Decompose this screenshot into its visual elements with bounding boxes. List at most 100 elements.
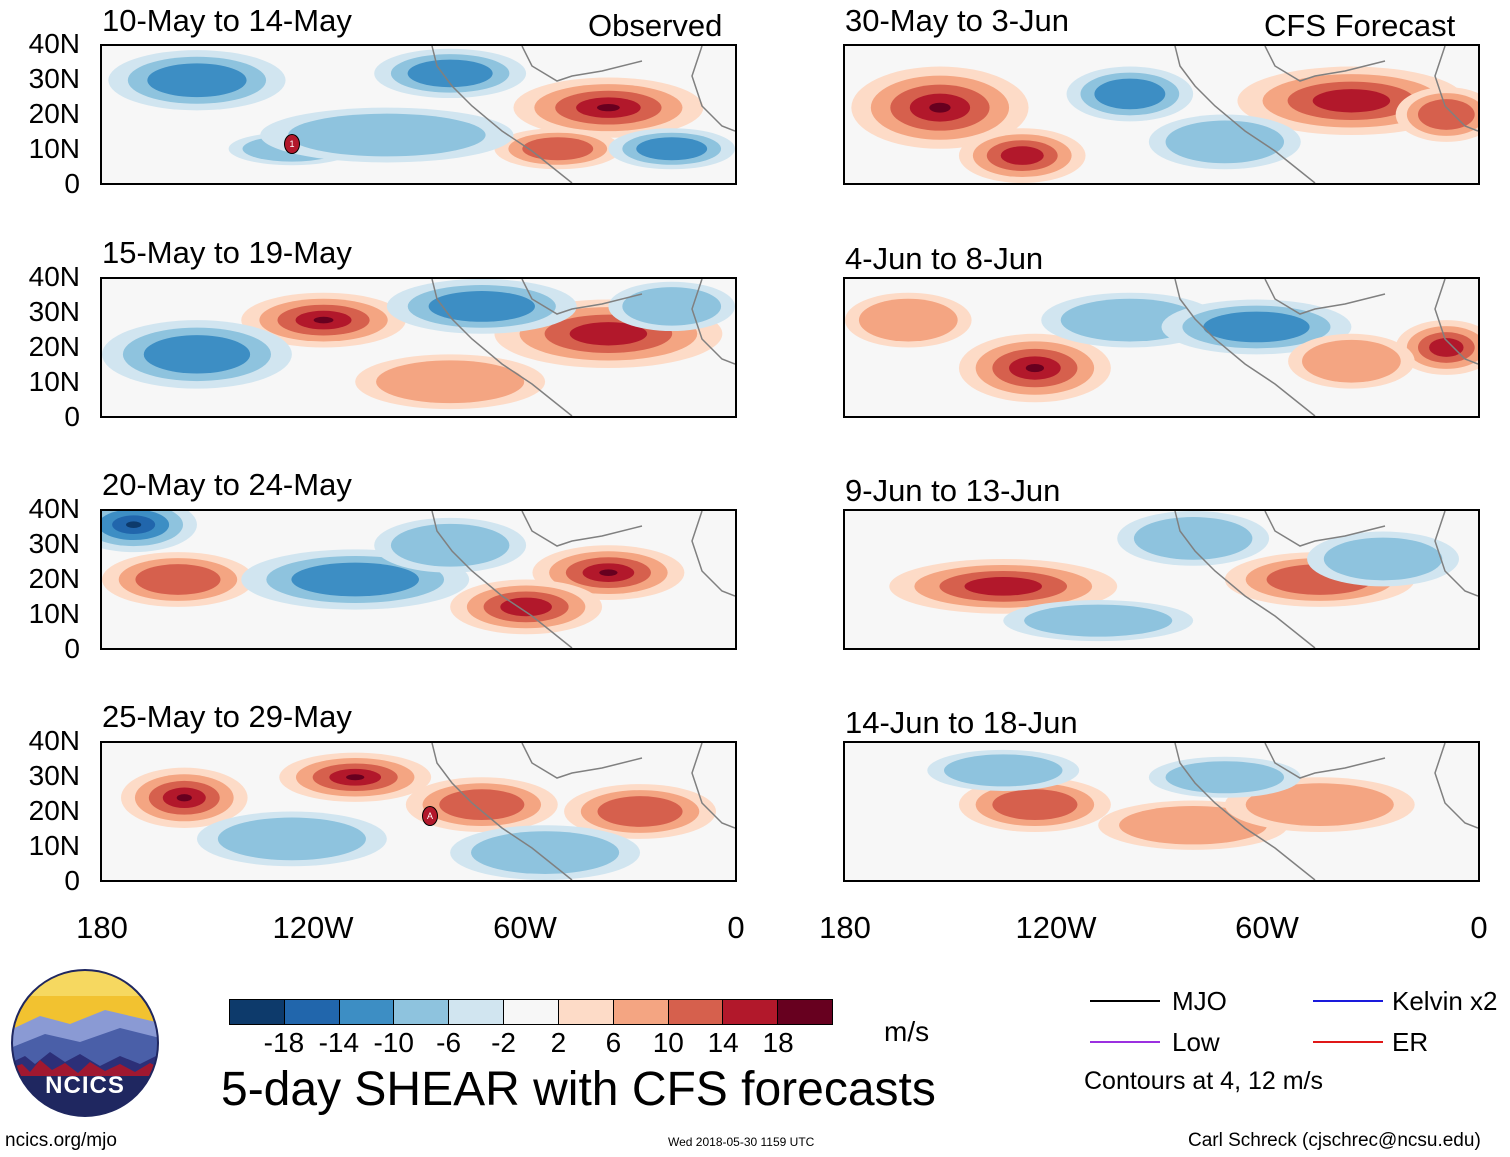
colorbar-swatch-5 [504,1000,559,1024]
colorbar-label-4: -2 [491,1027,516,1058]
cfs-forecast-label: CFS Forecast [1264,8,1456,43]
legend-label-low: Low [1172,1027,1220,1057]
ytick-row2-3: 10N [28,366,80,397]
map-panel-obs-3 [100,509,737,650]
colorbar-swatch-7 [613,1000,669,1024]
storm-marker-1: 1 [284,134,300,154]
xtick-left-60w: 60W [493,910,557,945]
colorbar-swatch-2 [339,1000,395,1024]
ytick-row2-4: 0 [64,401,80,432]
coastline [1174,279,1478,416]
shear-anomaly-blob [390,523,510,567]
coastline [1174,743,1478,880]
colorbar-label-7: 10 [652,1027,684,1058]
shear-anomaly-blob [147,63,247,98]
storm-marker-a: A [422,806,438,826]
colorbar-swatch-3 [394,1000,450,1024]
legend-line-er [1313,1041,1383,1043]
legend-line-low [1090,1041,1160,1043]
coastline [1174,46,1478,183]
colorbar-label-9: 18 [762,1027,794,1058]
observed-label: Observed [588,8,723,43]
xtick-right-0: 0 [1470,910,1488,945]
shear-anomaly-blob [1245,783,1394,827]
legend-label-er: ER [1392,1027,1429,1057]
coastline [431,743,735,880]
legend-note: Contours at 4, 12 m/s [1084,1067,1324,1095]
shear-anomaly-blob [1000,146,1044,165]
ytick-row4-1: 30N [28,760,80,791]
coastline [431,46,735,183]
ytick-row2-1: 30N [28,296,80,327]
shear-anomaly-blob [428,291,535,322]
colorbar-label-8: 14 [707,1027,739,1058]
shear-anomaly-blob [858,298,958,342]
legend-line-mjo [1090,1000,1160,1002]
panel-title-obs-3: 20-May to 24-May [102,467,352,502]
shear-anomaly-blob [636,137,708,161]
xtick-right-180: 180 [819,910,871,945]
coastline [431,511,735,648]
map-panel-fc-3 [843,509,1480,650]
colorbar-label-3: -6 [436,1027,462,1058]
shear-anomaly-blob [143,335,251,374]
colorbar-swatch-10 [778,1000,832,1024]
colorbar-swatch-8 [668,1000,724,1024]
ytick-row4-4: 0 [64,865,80,896]
footer-timestamp: Wed 2018-05-30 1159 UTC [668,1135,815,1149]
main-title: 5-day SHEAR with CFS forecasts [221,1063,936,1116]
colorbar-swatch-0 [230,1000,285,1024]
colorbar-label-6: 6 [605,1027,622,1058]
panel-title-fc-3: 9-Jun to 13-Jun [845,473,1061,508]
colorbar-label-5: 2 [550,1027,567,1058]
shear-anomaly-blob [1429,338,1464,357]
xtick-left-180: 180 [76,910,128,945]
shear-anomaly-blob [1417,99,1475,130]
colorbar-label-0: -18 [263,1027,305,1058]
shear-anomaly-blob [376,360,525,404]
ytick-row4-2: 20N [28,795,80,826]
ytick-row1-1: 30N [28,63,80,94]
shear-anomaly-blob [569,322,648,346]
shear-anomaly-blob [929,102,951,113]
colorbar-swatch-4 [449,1000,505,1024]
shear-anomaly-blob [992,789,1078,820]
ytick-row1-2: 20N [28,98,80,129]
ytick-row3-1: 30N [28,528,80,559]
ytick-row3-3: 10N [28,598,80,629]
shear-anomaly-blob [288,113,486,157]
shear-anomaly-blob [1094,78,1166,110]
ytick-row3-4: 0 [64,633,80,664]
xtick-left-0: 0 [727,910,745,945]
ytick-row1-3: 10N [28,133,80,164]
map-panel-fc-4 [843,741,1480,882]
ncics-logo: NCICS [10,968,160,1118]
xtick-right-60w: 60W [1235,910,1299,945]
shear-anomaly-blob [944,754,1063,787]
shear-anomaly-blob [313,316,334,324]
xtick-right-120w: 120W [1015,910,1097,945]
ytick-row3-0: 40N [28,493,80,524]
logo-text: NCICS [45,1072,125,1099]
shear-anomaly-blob [1302,339,1401,383]
legend-label-mjo: MJO [1172,986,1227,1016]
ytick-row1-0: 40N [28,28,80,59]
map-panel-fc-2 [843,277,1480,418]
shear-anomaly-blob [1133,517,1253,560]
map-panel-obs-4 [100,741,737,882]
shear-anomaly-blob [439,789,525,820]
colorbar [229,999,833,1025]
shear-anomaly-blob [1323,537,1443,581]
footer-url[interactable]: ncics.org/mjo [5,1130,117,1151]
panel-title-fc-2: 4-Jun to 8-Jun [845,241,1044,276]
map-panel-obs-2 [100,277,737,418]
panel-title-fc-1: 30-May to 3-Jun [845,3,1069,38]
shear-anomaly-blob [176,794,192,802]
colorbar-swatch-6 [558,1000,614,1024]
shear-anomaly-blob [291,562,420,597]
shear-anomaly-blob [126,521,142,528]
ytick-row2-2: 20N [28,331,80,362]
shear-anomaly-blob [1165,120,1285,164]
legend-line-kelvin [1313,1000,1383,1002]
colorbar-swatch-1 [284,1000,340,1024]
